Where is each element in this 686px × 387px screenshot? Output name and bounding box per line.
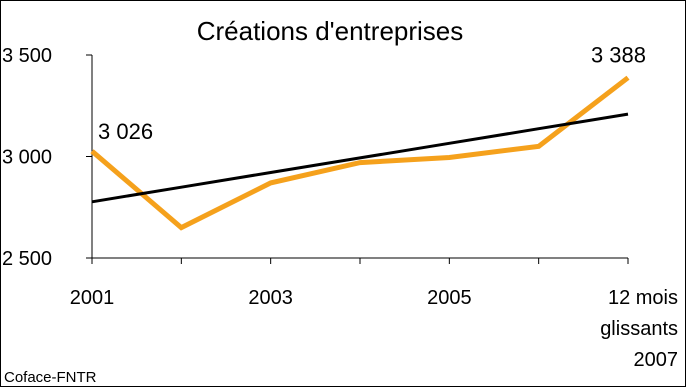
x-tick-label: 12 mois [608,287,678,309]
x-tick-label: glissants [600,318,678,340]
series-line [90,75,630,231]
y-tick-label: 3 000 [2,147,52,169]
series-lines [90,75,630,231]
y-tick-label: 3 500 [2,45,52,67]
y-tick-label: 2 500 [2,248,52,270]
x-tick-label: 2007 [634,349,679,371]
trendline [91,112,629,204]
x-tick-label: 2005 [427,287,472,309]
chart-title: Créations d'entreprises [197,16,464,46]
axes: 2 500 3 000 3 500 2001 2003 2005 12 mois glissa… [2,45,678,371]
x-tick-label: 2003 [248,287,293,309]
data-label: 3 026 [98,119,153,144]
data-label: 3 388 [591,43,646,68]
data-labels: 3 026 3 388 [98,43,646,144]
source-label: Coface-FNTR [4,369,97,386]
x-tick-label: 2001 [70,287,115,309]
